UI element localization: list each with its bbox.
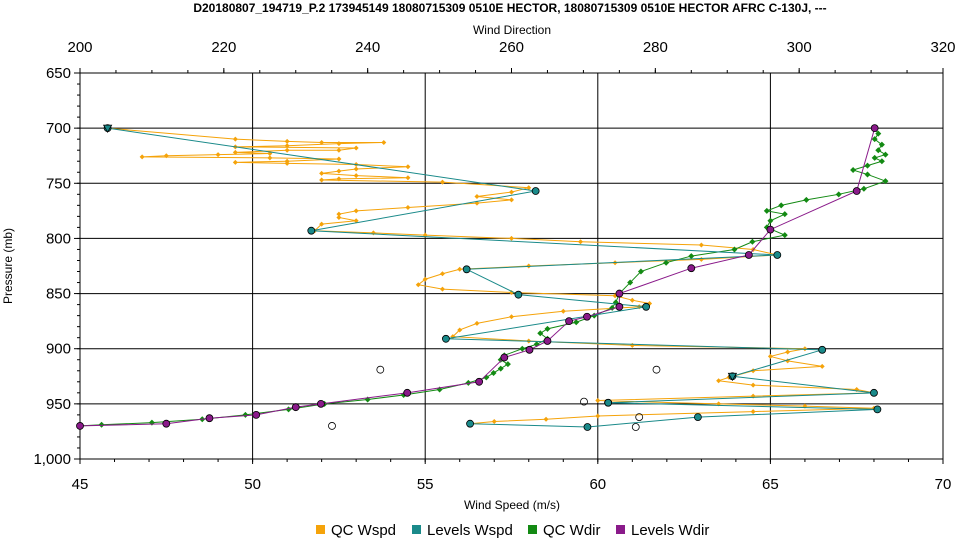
data-point xyxy=(616,303,623,310)
legend-swatch xyxy=(316,525,325,534)
legend-label: Levels Wdir xyxy=(631,522,709,539)
data-point xyxy=(584,424,591,431)
data-point xyxy=(566,318,573,325)
x-top-tick-label: 280 xyxy=(643,39,668,56)
y-tick-label: 750 xyxy=(46,175,71,192)
data-point xyxy=(819,346,826,353)
x-top-tick-label: 240 xyxy=(355,39,380,56)
data-point xyxy=(526,346,533,353)
chart: D20180807_194719_P.2 173945149 180807153… xyxy=(0,0,960,541)
x-bottom-tick-label: 45 xyxy=(72,476,89,493)
y-tick-label: 700 xyxy=(46,120,71,137)
data-point xyxy=(544,337,551,344)
data-point xyxy=(317,400,324,407)
data-point xyxy=(871,125,878,132)
x-top-tick-label: 200 xyxy=(67,39,92,56)
data-point xyxy=(870,389,877,396)
data-point xyxy=(442,335,449,342)
y-tick-label: 1,000 xyxy=(33,451,71,468)
data-point xyxy=(616,290,623,297)
data-point xyxy=(404,389,411,396)
x-top-tick-label: 220 xyxy=(211,39,236,56)
legend: QC Wspd Levels Wspd QC Wdir Levels Wdir xyxy=(316,522,709,539)
data-point xyxy=(745,251,752,258)
y-tick-label: 900 xyxy=(46,341,71,358)
x-bottom-ticks: 45 50 55 60 65 70 xyxy=(72,459,952,493)
legend-label: QC Wdir xyxy=(543,522,601,539)
x-top-tick-label: 260 xyxy=(499,39,524,56)
y-tick-label: 800 xyxy=(46,230,71,247)
data-point xyxy=(874,406,881,413)
data-point xyxy=(463,266,470,273)
data-point xyxy=(501,354,508,361)
data-point xyxy=(532,188,539,195)
legend-label: QC Wspd xyxy=(331,522,396,539)
y-tick-label: 950 xyxy=(46,396,71,413)
x-top-tick-label: 300 xyxy=(787,39,812,56)
data-point xyxy=(643,303,650,310)
data-point xyxy=(476,378,483,385)
data-point xyxy=(694,414,701,421)
legend-swatch xyxy=(528,525,537,534)
y-tick-label: 650 xyxy=(46,65,71,82)
y-ticks: 650 700 750 800 850 900 950 1,000 xyxy=(33,65,80,468)
data-point xyxy=(253,411,260,418)
chart-title: D20180807_194719_P.2 173945149 180807153… xyxy=(193,1,826,15)
legend-label: Levels Wspd xyxy=(427,522,513,539)
data-point xyxy=(206,415,213,422)
x-top-ticks: 200 220 240 260 280 300 320 xyxy=(67,39,955,73)
legend-swatch xyxy=(412,525,421,534)
x-top-label: Wind Direction xyxy=(473,23,551,37)
data-point xyxy=(308,227,315,234)
x-top-tick-label: 320 xyxy=(930,39,955,56)
data-point xyxy=(853,188,860,195)
data-point xyxy=(292,404,299,411)
x-bottom-label: Wind Speed (m/s) xyxy=(464,498,560,512)
data-point xyxy=(774,251,781,258)
x-bottom-tick-label: 50 xyxy=(244,476,261,493)
x-bottom-tick-label: 55 xyxy=(417,476,434,493)
data-point xyxy=(584,313,591,320)
data-point xyxy=(467,420,474,427)
y-tick-label: 850 xyxy=(46,286,71,303)
data-point xyxy=(767,226,774,233)
data-point xyxy=(77,422,84,429)
legend-swatch xyxy=(616,525,625,534)
x-bottom-tick-label: 65 xyxy=(762,476,779,493)
plot-area xyxy=(80,73,943,459)
data-point xyxy=(688,265,695,272)
x-bottom-tick-label: 60 xyxy=(589,476,606,493)
y-axis-label: Pressure (mb) xyxy=(1,228,15,304)
data-point xyxy=(163,420,170,427)
data-point xyxy=(515,291,522,298)
x-bottom-tick-label: 70 xyxy=(935,476,952,493)
